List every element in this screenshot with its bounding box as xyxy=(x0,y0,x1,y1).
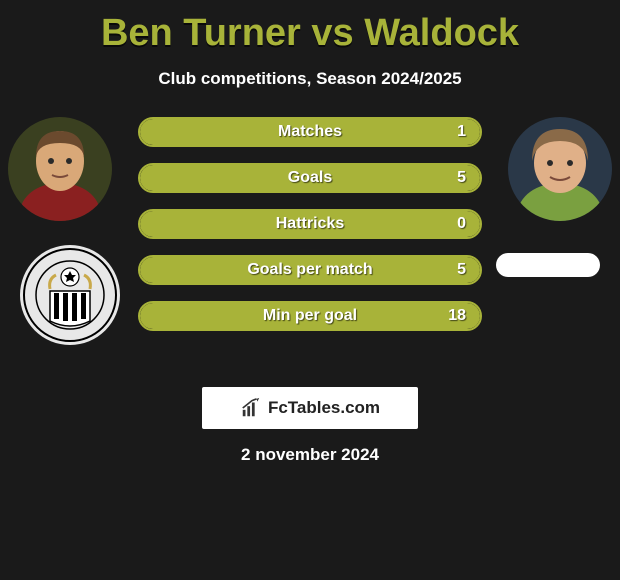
stat-value-right: 1 xyxy=(457,119,466,145)
club-right-placeholder xyxy=(496,253,600,277)
stat-value-right: 5 xyxy=(457,257,466,283)
page-title: Ben Turner vs Waldock xyxy=(0,0,620,55)
stat-value-right: 5 xyxy=(457,165,466,191)
stat-label: Matches xyxy=(140,119,480,145)
stat-bar-goals: Goals 5 xyxy=(138,163,482,193)
avatar-left-icon xyxy=(8,117,112,221)
player-right-avatar xyxy=(508,117,612,221)
date-text: 2 november 2024 xyxy=(0,445,620,465)
stat-value-right: 18 xyxy=(448,303,466,329)
comparison-panel: Matches 1 Goals 5 Hattricks 0 Goals per … xyxy=(0,117,620,377)
club-left-badge xyxy=(20,245,120,345)
subtitle: Club competitions, Season 2024/2025 xyxy=(0,69,620,89)
watermark-text: FcTables.com xyxy=(268,398,380,418)
avatar-right-icon xyxy=(508,117,612,221)
watermark: FcTables.com xyxy=(202,387,418,429)
stat-bar-hattricks: Hattricks 0 xyxy=(138,209,482,239)
stat-label: Goals per match xyxy=(140,257,480,283)
chart-icon xyxy=(240,397,262,419)
stat-bar-min-per-goal: Min per goal 18 xyxy=(138,301,482,331)
stat-label: Goals xyxy=(140,165,480,191)
stat-bar-goals-per-match: Goals per match 5 xyxy=(138,255,482,285)
player-left-avatar xyxy=(8,117,112,221)
stat-value-right: 0 xyxy=(457,211,466,237)
stat-label: Min per goal xyxy=(140,303,480,329)
stat-bars: Matches 1 Goals 5 Hattricks 0 Goals per … xyxy=(138,117,482,347)
stat-bar-matches: Matches 1 xyxy=(138,117,482,147)
club-badge-icon xyxy=(20,245,120,345)
stat-label: Hattricks xyxy=(140,211,480,237)
